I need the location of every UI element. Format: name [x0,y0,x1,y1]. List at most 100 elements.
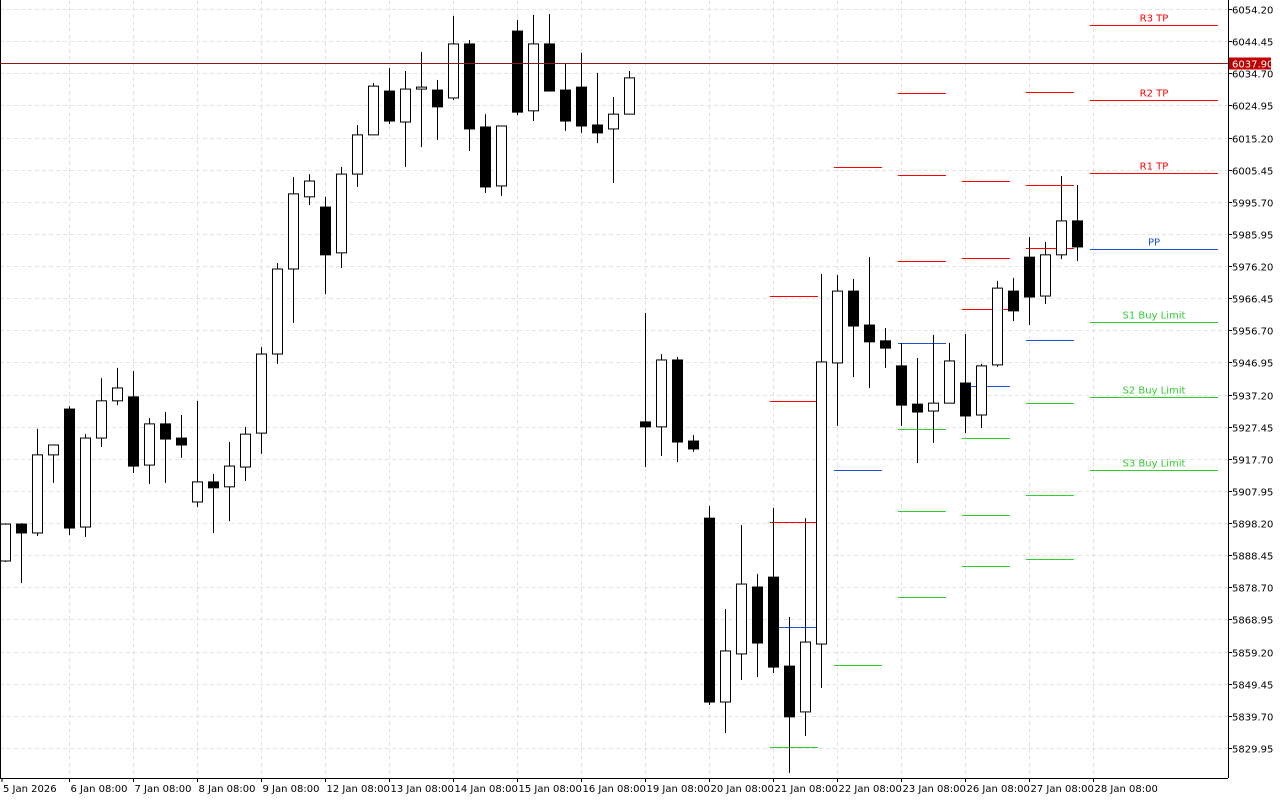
x-tick-label: 22 Jan 08:00 [839,784,902,795]
level-label: S3 Buy Limit [1123,459,1186,470]
x-tick-label: 19 Jan 08:00 [647,784,710,795]
bull-candle [368,83,379,136]
level-label: S2 Buy Limit [1123,386,1186,397]
bull-candle [48,444,59,483]
x-tick-label: 28 Jan 08:00 [1095,784,1158,795]
bear-candle [896,342,907,426]
x-tick-label: 14 Jan 08:00 [455,784,518,795]
bear-candle [688,435,699,452]
bull-candle [272,263,283,364]
x-tick-label: 9 Jan 08:00 [263,784,320,795]
bear-candle [1024,237,1035,326]
bear-candle [640,312,651,468]
level-label: R2 TP [1140,89,1169,100]
bull-candle [720,609,731,734]
bear-candle [128,370,139,473]
candle-body [848,290,859,327]
y-tick-label: 5888.45 [1232,552,1273,563]
bear-candle [64,406,75,535]
x-tick-label: 13 Jan 08:00 [391,784,454,795]
candle-body [176,437,187,446]
candle-body [448,43,459,99]
bull-candle [448,15,459,100]
x-tick-label: 20 Jan 08:00 [711,784,774,795]
y-tick-label: 5927.45 [1232,424,1273,435]
bear-candle [864,257,875,388]
y-tick-label: 5898.20 [1232,520,1273,531]
bull-candle [976,363,987,428]
x-tick-label: 16 Jan 08:00 [583,784,646,795]
candle-body [672,359,683,443]
y-tick-label: 5849.45 [1232,681,1273,692]
x-tick-label: 6 Jan 08:00 [71,784,128,795]
candle-body [1040,254,1051,297]
y-tick-label: 5878.70 [1232,584,1273,595]
bear-candle [784,617,795,773]
bear-candle [768,507,779,674]
candle-body [288,193,299,270]
candle-body [816,361,827,645]
candle-body [624,77,635,115]
candle-body [464,43,475,130]
bear-candle [16,523,27,584]
candle-body [880,340,891,349]
x-tick-label: 21 Jan 08:00 [775,784,838,795]
bull-candle [144,417,155,484]
candle-body [48,444,59,456]
bear-candle [704,505,715,705]
candle-body [112,387,123,402]
candle-body [432,89,443,108]
y-tick-label: 5829.95 [1232,745,1273,756]
candle-body [400,88,411,123]
bear-candle [592,72,603,144]
candle-body [384,90,395,122]
candle-body [80,437,91,528]
candle-body [208,481,219,489]
candle-body [752,586,763,644]
y-tick-label: 5995.70 [1232,199,1273,210]
bear-candle [384,67,395,125]
candle-body [608,113,619,130]
candle-body [928,402,939,412]
candle-body [336,173,347,254]
level-label: R3 TP [1140,14,1169,25]
bear-candle [512,19,523,116]
bull-candle [352,124,363,187]
candle-body [368,85,379,136]
bull-candle [0,523,11,562]
bull-candle [192,400,203,507]
candle-body [560,89,571,122]
candle-body [272,268,283,355]
candle-body [896,365,907,406]
bear-candle [544,13,555,92]
candle-body [832,290,843,364]
candle-body [320,206,331,256]
bear-candle [848,278,859,378]
bear-candle [576,52,587,133]
bull-candle [416,51,427,148]
bull-candle [304,174,315,206]
y-tick-label: 6024.95 [1232,102,1273,113]
candle-body [256,353,267,434]
y-tick-label: 5868.95 [1232,616,1273,627]
y-tick-label: 5917.70 [1232,456,1273,467]
bear-candle [752,573,763,677]
y-tick-label: 5956.70 [1232,327,1273,338]
bull-candle [656,354,667,456]
bear-candle [480,114,491,193]
candle-body [528,43,539,112]
bull-candle [816,273,827,688]
y-tick-label: 5966.45 [1232,295,1273,306]
candle-body [512,30,523,113]
bull-candle [1040,241,1051,304]
x-tick-label: 7 Jan 08:00 [135,784,192,795]
x-tick-label: 15 Jan 08:00 [519,784,582,795]
bear-candle [176,414,187,458]
candle-body [576,86,587,127]
candle-body [496,125,507,187]
y-tick-label: 6005.45 [1232,167,1273,178]
bear-candle [464,39,475,152]
y-tick-label: 6054.20 [1232,6,1273,17]
candle-body [864,324,875,343]
